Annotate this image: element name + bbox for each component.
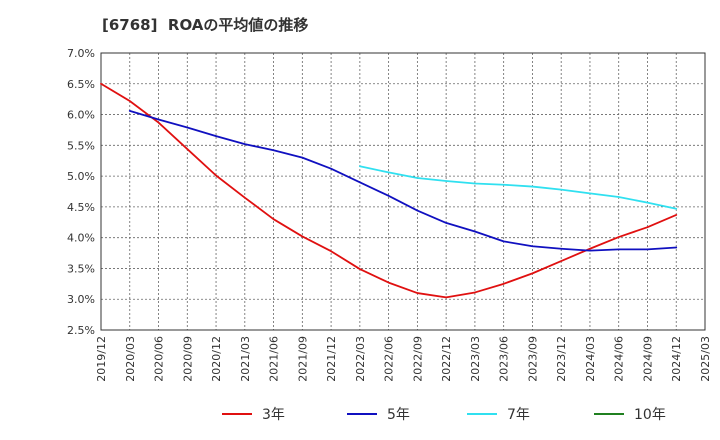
x-tick-label: 2021/03: [239, 336, 252, 382]
y-tick-label: 3.0%: [67, 293, 95, 306]
x-tick-label: 2022/12: [440, 336, 453, 382]
x-tick-label: 2021/12: [325, 336, 338, 382]
series-line: [100, 82, 678, 299]
y-tick-label: 7.0%: [67, 47, 95, 60]
x-tick-label: 2023/12: [555, 336, 568, 382]
y-tick-label: 4.5%: [67, 201, 95, 214]
x-tick-label: 2023/09: [526, 336, 539, 382]
x-tick-label: 2023/03: [469, 336, 482, 382]
x-tick-label: 2024/03: [584, 336, 597, 382]
plot-area: [101, 53, 705, 330]
legend-label: 7年: [507, 407, 530, 423]
y-tick-label: 3.5%: [67, 262, 95, 275]
x-tick-label: 2024/09: [641, 336, 654, 382]
x-tick-label: 2024/06: [613, 336, 626, 382]
x-tick-label: 2019/12: [95, 336, 108, 382]
y-tick-label: 2.5%: [67, 324, 95, 337]
x-tick-label: 2020/09: [181, 336, 194, 382]
x-tick-label: 2021/09: [296, 336, 309, 382]
x-tick-label: 2022/09: [411, 336, 424, 382]
x-tick-label: 2021/06: [268, 336, 281, 382]
y-tick-label: 6.0%: [67, 109, 95, 122]
chart-title: [6768] ROAの平均値の推移: [102, 16, 309, 34]
y-tick-label: 5.5%: [67, 139, 95, 152]
x-tick-label: 2025/03: [699, 336, 712, 382]
x-tick-label: 2020/03: [124, 336, 137, 382]
x-tick-label: 2023/06: [498, 336, 511, 382]
y-tick-label: 6.5%: [67, 78, 95, 91]
series-line: [358, 165, 678, 210]
x-tick-label: 2024/12: [670, 336, 683, 382]
x-tick-label: 2020/12: [210, 336, 223, 382]
legend-label: 10年: [634, 407, 666, 423]
x-tick-label: 2022/06: [383, 336, 396, 382]
y-tick-label: 5.0%: [67, 170, 95, 183]
plot-border: [100, 52, 706, 331]
legend-label: 3年: [262, 407, 285, 423]
x-tick-label: 2022/03: [354, 336, 367, 382]
x-tick-label: 2020/06: [153, 336, 166, 382]
y-tick-label: 4.0%: [67, 232, 95, 245]
legend-label: 5年: [387, 407, 410, 423]
series-line: [128, 109, 678, 252]
